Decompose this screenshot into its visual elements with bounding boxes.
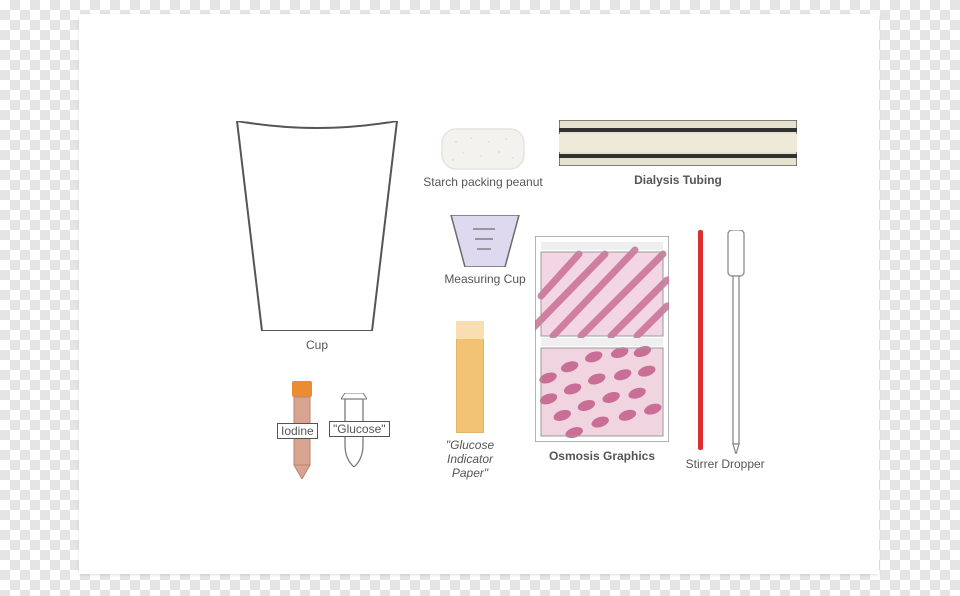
cup-illustration <box>232 121 402 331</box>
tubing-label: Dialysis Tubing <box>618 174 738 188</box>
measuring-cup-illustration <box>449 215 521 267</box>
peanut-illustration <box>441 128 525 170</box>
dropper-label: Dropper <box>713 458 773 472</box>
stirrer-illustration <box>698 230 703 450</box>
osmosis-label: Osmosis Graphics <box>542 450 662 464</box>
cup-label: Cup <box>297 339 337 353</box>
dropper-illustration <box>727 230 745 454</box>
glucose-label: "Glucose" <box>329 421 390 437</box>
measuring-cup-label: Measuring Cup <box>435 273 535 287</box>
iodine-label: Iodine <box>277 423 318 439</box>
indicator-paper-illustration <box>456 321 484 433</box>
peanut-label: Starch packing peanut <box>413 176 553 190</box>
indicator-paper-label: "Glucose Indicator Paper" <box>435 439 505 480</box>
page: Cup Starch packing peanut Dialysis Tubin… <box>79 14 879 574</box>
osmosis-graphics-illustration <box>535 236 669 442</box>
tubing-illustration <box>559 120 797 166</box>
